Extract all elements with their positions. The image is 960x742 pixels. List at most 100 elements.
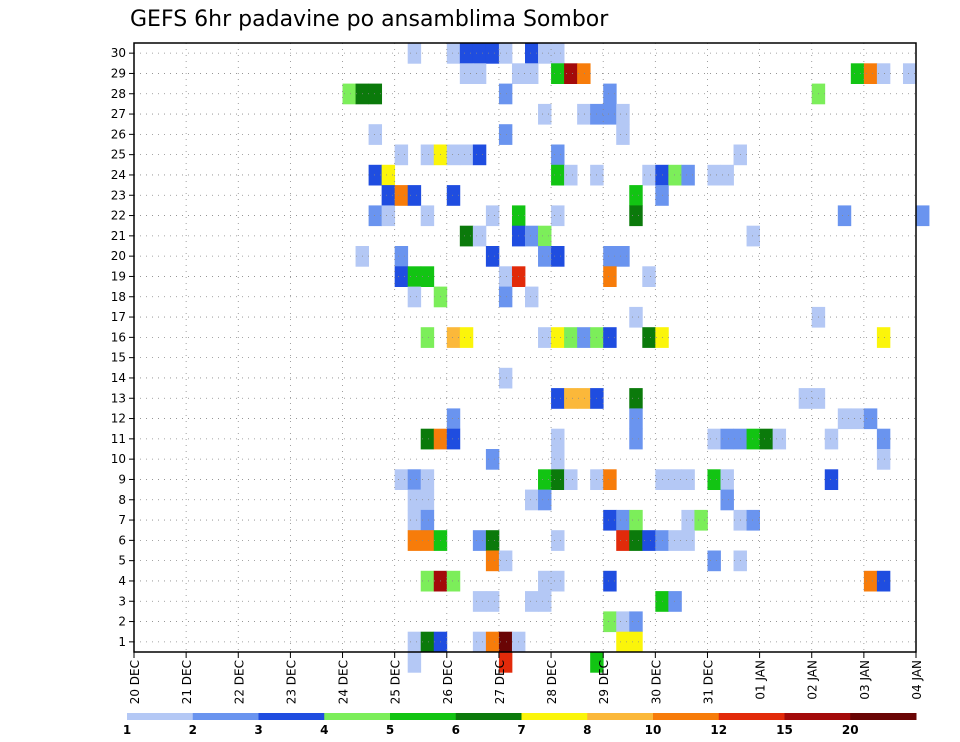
heatmap-cells [342, 43, 930, 673]
heatmap-cell [746, 509, 760, 531]
y-tick-label: 4 [118, 574, 126, 588]
heatmap-cell [629, 428, 643, 450]
heatmap-cell [368, 124, 383, 145]
heatmap-cell [381, 164, 396, 186]
y-tick-label: 3 [118, 594, 126, 608]
y-tick-label: 10 [111, 452, 126, 466]
heatmap-cell [551, 63, 565, 84]
heatmap-cell [538, 246, 552, 267]
heatmap-cell [551, 43, 565, 64]
heatmap-cell [642, 266, 656, 287]
heatmap-cell [459, 144, 474, 166]
heatmap-cell [668, 591, 682, 612]
heatmap-cell [746, 428, 760, 450]
heatmap-cell [472, 591, 487, 612]
heatmap-cell [407, 631, 422, 653]
plot-frame [133, 42, 917, 653]
heatmap-cell [603, 246, 617, 267]
heatmap-cell [629, 306, 643, 328]
heatmap-cell [642, 327, 656, 348]
heatmap-cell [498, 266, 513, 287]
heatmap-cell [446, 428, 461, 450]
chart-title: GEFS 6hr padavine po ansamblima Sombor [130, 7, 609, 32]
heatmap-cell [616, 631, 630, 653]
heatmap-cell [420, 530, 435, 551]
heatmap-cell [538, 489, 552, 511]
y-tick-label: 29 [111, 66, 126, 80]
y-tick-label: 11 [111, 432, 126, 446]
heatmap-cell [394, 266, 409, 287]
heatmap-cell [850, 63, 865, 84]
heatmap-cell [420, 509, 435, 531]
heatmap-cell [863, 408, 878, 430]
y-tick-label: 22 [111, 209, 126, 223]
heatmap-cell [368, 164, 383, 186]
x-tick-label: 04 JAN [910, 660, 924, 700]
heatmap-cell [446, 327, 461, 348]
heatmap-cell [485, 205, 500, 227]
y-tick-label: 30 [111, 46, 126, 60]
heatmap-cell [485, 530, 500, 551]
heatmap-cell [485, 591, 500, 612]
colorbar-swatch [784, 713, 851, 720]
colorbar-swatch [390, 713, 457, 720]
heatmap-cell [616, 530, 630, 551]
heatmap-cell [551, 469, 565, 490]
x-tick-label: 27 DEC [493, 660, 507, 704]
heatmap-cell [616, 509, 630, 531]
heatmap-cell [616, 611, 630, 633]
heatmap-cell [394, 185, 409, 206]
heatmap-cell [446, 43, 461, 64]
heatmap-cell [642, 530, 656, 551]
x-tick-label: 28 DEC [545, 660, 559, 704]
heatmap-cell [420, 469, 435, 490]
heatmap-cell [446, 185, 461, 206]
heatmap-cell [629, 611, 643, 633]
heatmap-cell [564, 164, 578, 186]
y-tick-label: 13 [111, 391, 126, 405]
heatmap-cell [538, 103, 552, 125]
heatmap-cell [564, 388, 578, 409]
heatmap-cell [668, 164, 682, 186]
colorbar-swatch [718, 713, 785, 720]
heatmap-cell [798, 388, 813, 409]
heatmap-cell [720, 164, 734, 186]
heatmap-cell [629, 509, 643, 531]
heatmap-cell [876, 428, 891, 450]
heatmap-cell [876, 570, 891, 592]
heatmap-cell [590, 652, 604, 673]
colorbar-label: 12 [710, 723, 727, 737]
heatmap-cell [629, 388, 643, 409]
x-tick-label: 31 DEC [701, 660, 715, 704]
y-tick-label: 23 [111, 188, 126, 202]
heatmap-cell [876, 63, 891, 84]
heatmap-cell [603, 103, 617, 125]
grid-lines [133, 43, 917, 652]
y-tick-label: 25 [111, 148, 126, 162]
heatmap-cell [407, 530, 422, 551]
y-tick-label: 1 [118, 635, 126, 649]
colorbar-swatch [455, 713, 522, 720]
heatmap-cell [485, 246, 500, 267]
heatmap-cell [681, 469, 695, 490]
heatmap-cell [538, 570, 552, 592]
heatmap-cell [759, 428, 774, 450]
y-tick-label: 20 [111, 249, 126, 263]
heatmap-cell [538, 469, 552, 490]
heatmap-cell [603, 83, 617, 105]
x-tick-label: 21 DEC [180, 660, 194, 704]
heatmap-cell [824, 428, 839, 450]
heatmap-cell [498, 652, 513, 673]
heatmap-cell [720, 489, 734, 511]
colorbar-swatch [324, 713, 391, 720]
y-tick-label: 16 [111, 330, 126, 344]
y-tick-label: 27 [111, 107, 126, 121]
heatmap-cell [525, 63, 539, 84]
heatmap-cell [407, 43, 422, 64]
heatmap-cell [629, 185, 643, 206]
heatmap-cell [603, 266, 617, 287]
heatmap-cell [472, 63, 487, 84]
heatmap-cell [850, 408, 865, 430]
heatmap-cell [525, 591, 539, 612]
